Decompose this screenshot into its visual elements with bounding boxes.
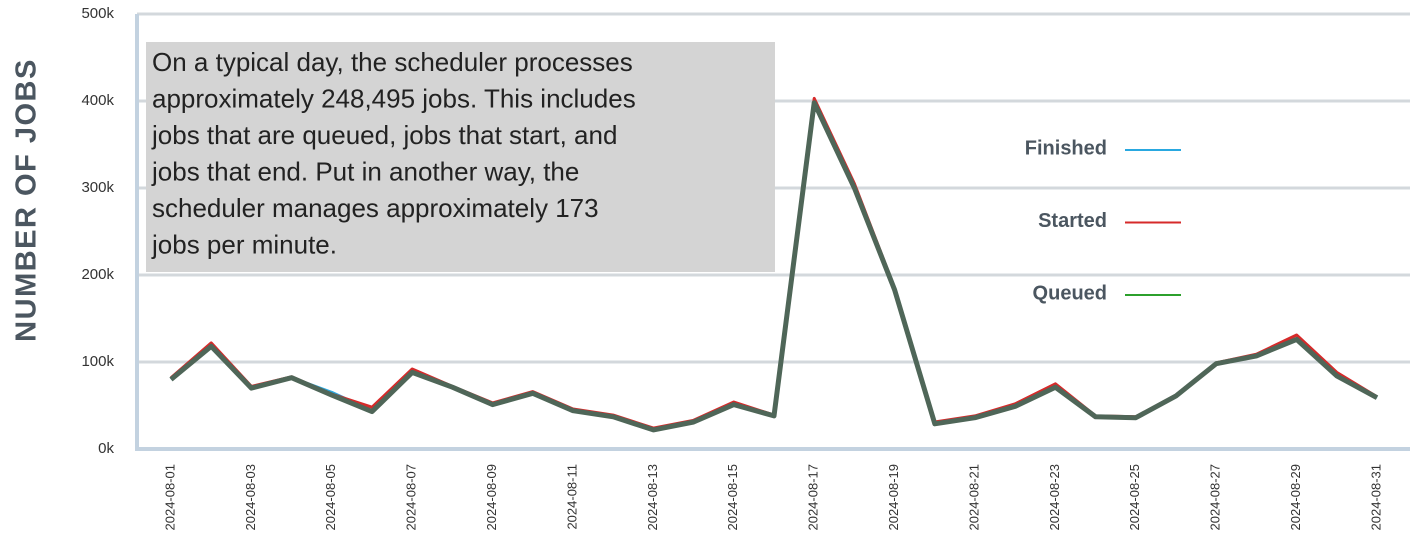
annotation-line: jobs that are queued, jobs that start, a… (151, 120, 617, 150)
annotation-line: On a typical day, the scheduler processe… (152, 47, 633, 77)
y-tick-label: 300k (81, 179, 114, 196)
y-tick-label: 200k (81, 266, 114, 283)
y-tick-label: 100k (81, 353, 114, 370)
annotation-line: jobs that end. Put in another way, the (151, 156, 579, 186)
legend-label: Finished (1025, 137, 1107, 159)
annotation-box (146, 42, 775, 272)
annotation-line: approximately 248,495 jobs. This include… (152, 83, 636, 113)
y-axis-label: NUMBER OF JOBS (11, 58, 43, 342)
x-tick-label: 2024-08-31 (1368, 464, 1383, 531)
x-tick-label: 2024-08-13 (645, 464, 660, 531)
series-line (169, 100, 1379, 433)
x-tick-label: 2024-08-05 (323, 464, 338, 531)
x-tick-label: 2024-08-03 (243, 464, 258, 531)
x-tick-label: 2024-08-07 (404, 464, 419, 531)
x-tick-label: 2024-08-27 (1208, 464, 1223, 531)
legend-label: Queued (1033, 282, 1107, 304)
x-tick-label: 2024-08-11 (564, 464, 579, 530)
annotation-line: jobs per minute. (151, 229, 337, 259)
x-tick-label: 2024-08-15 (725, 464, 740, 531)
y-tick-label: 400k (81, 92, 114, 109)
x-tick-label: 2024-08-25 (1127, 464, 1142, 531)
x-tick-label: 2024-08-01 (162, 464, 177, 531)
y-tick-label: 500k (81, 5, 114, 22)
x-tick-label: 2024-08-21 (966, 464, 981, 531)
annotation-line: scheduler manages approximately 173 (152, 193, 599, 223)
legend-label: Started (1038, 210, 1107, 232)
x-tick-label: 2024-08-17 (806, 464, 821, 531)
x-tick-label: 2024-08-23 (1047, 464, 1062, 531)
x-tick-label: 2024-08-19 (886, 464, 901, 531)
x-tick-label: 2024-08-09 (484, 464, 499, 531)
x-tick-label: 2024-08-29 (1288, 464, 1303, 531)
y-tick-label: 0k (98, 440, 114, 457)
